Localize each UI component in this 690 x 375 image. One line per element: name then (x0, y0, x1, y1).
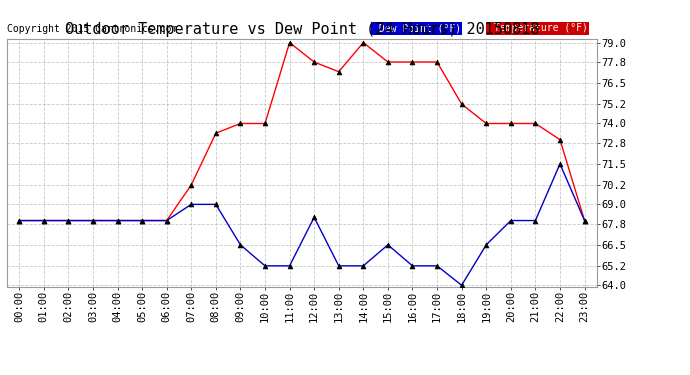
Text: Copyright 2015 Cartronics.com: Copyright 2015 Cartronics.com (7, 24, 177, 34)
Text: Temperature (°F): Temperature (°F) (488, 23, 588, 33)
Text: Dew Point (°F): Dew Point (°F) (373, 23, 461, 33)
Title: Outdoor Temperature vs Dew Point (24 Hours) 20150818: Outdoor Temperature vs Dew Point (24 Hou… (65, 22, 539, 37)
